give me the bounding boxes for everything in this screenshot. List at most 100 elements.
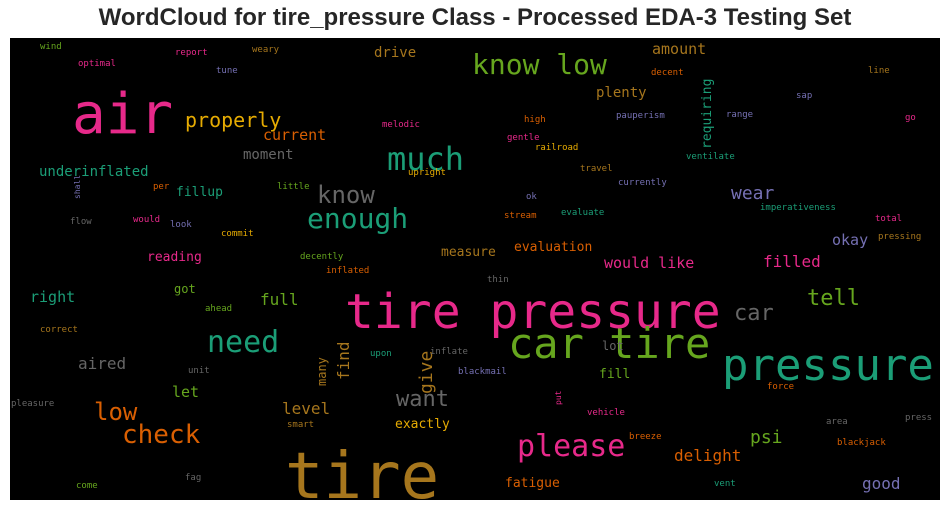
word-look: look (170, 220, 192, 230)
word-air: air (72, 82, 173, 147)
word-got: got (174, 282, 196, 296)
word-railroad: railroad (535, 143, 578, 153)
word-drive: drive (374, 45, 416, 61)
word-tell: tell (807, 286, 860, 311)
word-pressing: pressing (878, 232, 921, 242)
word-tire: tire (285, 440, 439, 500)
word-okay: okay (832, 231, 868, 249)
word-check: check (122, 420, 201, 450)
word-give: give (416, 351, 437, 394)
word-car: car (734, 301, 774, 326)
word-requiring: requiring (700, 79, 715, 149)
word-good: good (862, 474, 901, 493)
word-tire-pressure: tire pressure (345, 284, 721, 340)
word-ventilate: ventilate (686, 152, 735, 162)
word-please: please (517, 429, 625, 464)
word-imperativeness: imperativeness (760, 203, 836, 213)
word-upright: upright (408, 168, 446, 178)
word-reading: reading (147, 250, 202, 265)
word-come: come (76, 481, 98, 491)
word-put: put (554, 390, 563, 405)
word-much: much (387, 140, 464, 178)
word-pleasure: pleasure (11, 399, 54, 409)
word-lot: lot (602, 339, 624, 353)
word-stream: stream (504, 211, 537, 221)
word-properly: properly (185, 108, 281, 132)
word-report: report (175, 48, 208, 58)
word-wear: wear (731, 183, 775, 204)
word-many: many (315, 357, 329, 386)
word-range: range (726, 110, 753, 120)
word-per: per (153, 182, 170, 192)
word-fatigue: fatigue (505, 476, 560, 491)
word-go: go (905, 113, 916, 123)
word-commit: commit (221, 229, 254, 239)
word-area: area (826, 417, 848, 427)
word-enough: enough (307, 202, 408, 235)
word-let: let (172, 383, 199, 401)
word-psi: psi (750, 427, 783, 448)
word-plenty: plenty (596, 85, 647, 101)
word-vehicle: vehicle (587, 408, 625, 418)
word-car-tire: car tire (508, 319, 710, 368)
word-little: little (277, 182, 310, 192)
word-ahead: ahead (205, 304, 232, 314)
word-decently: decently (300, 252, 344, 262)
word-high: high (524, 115, 546, 125)
word-know: know (317, 181, 375, 209)
word-line: line (868, 66, 890, 76)
word-fag: fag (185, 473, 201, 483)
word-tune: tune (216, 66, 238, 76)
word-low: low (94, 398, 138, 426)
word-smart: smart (287, 420, 314, 430)
word-optimal: optimal (78, 59, 116, 69)
word-unit: unit (188, 366, 210, 376)
word-breeze: breeze (629, 432, 662, 442)
word-current: current (263, 126, 326, 144)
chart-title: WordCloud for tire_pressure Class - Proc… (98, 4, 852, 31)
word-aired: aired (78, 354, 126, 373)
word-would: would (133, 215, 160, 225)
word-press: press (905, 413, 932, 423)
word-currently: currently (618, 178, 667, 188)
word-would-like: would like (604, 254, 694, 272)
word-weary: weary (252, 45, 280, 55)
word-evaluation: evaluation (514, 240, 592, 255)
word-underinflated: underinflated (39, 164, 149, 180)
word-travel: travel (580, 164, 613, 174)
word-full: full (260, 290, 299, 309)
word-upon: upon (370, 349, 392, 359)
word-right: right (30, 288, 75, 306)
word-level: level (282, 399, 330, 418)
word-blackmail: blackmail (458, 367, 507, 377)
word-vent: vent (714, 479, 736, 489)
word-thin: thin (487, 275, 509, 285)
word-pressure: pressure (722, 340, 934, 391)
word-shall: shall (73, 175, 82, 199)
word-need: need (207, 325, 279, 360)
word-amount: amount (652, 40, 706, 58)
word-melodic: melodic (382, 120, 420, 130)
word-sap: sap (796, 91, 812, 101)
word-correct: correct (40, 325, 78, 335)
word-flow: flow (70, 217, 92, 227)
word-force: force (767, 382, 794, 392)
word-want: want (396, 387, 449, 412)
wordcloud-panel: tire pressure tire air pressure car tire much… (10, 38, 940, 500)
word-measure: measure (441, 245, 496, 260)
word-know-low: know low (472, 48, 607, 81)
word-find: find (334, 341, 353, 380)
word-fillup: fillup (176, 185, 223, 200)
word-filled: filled (763, 252, 821, 271)
word-wind: wind (40, 42, 62, 52)
word-blackjack: blackjack (837, 438, 886, 448)
word-total: total (875, 214, 902, 224)
word-inflate: inflate (430, 347, 468, 357)
word-delight: delight (674, 446, 741, 465)
word-moment: moment (243, 147, 294, 163)
word-evaluate: evaluate (561, 208, 604, 218)
word-pauperism: pauperism (616, 111, 665, 121)
word-inflated: inflated (326, 266, 369, 276)
word-exactly: exactly (395, 417, 450, 432)
